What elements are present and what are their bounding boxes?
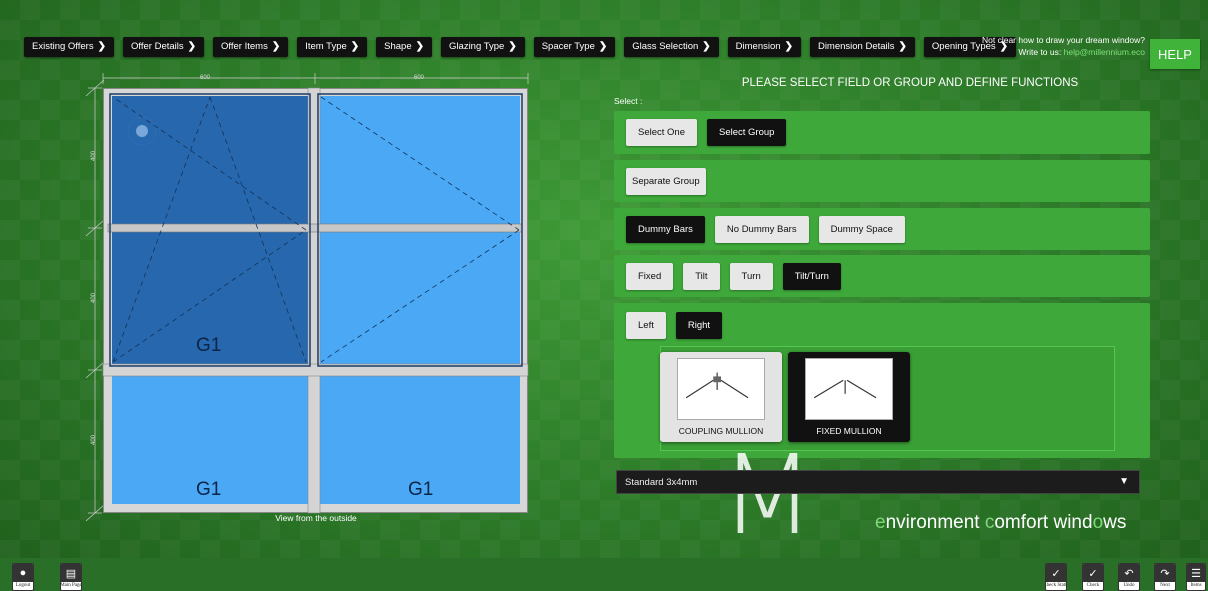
items-button[interactable]: ☰ Items xyxy=(1186,563,1206,591)
glass-label-bottom-right: G1 xyxy=(408,479,434,500)
nav-opening-types[interactable]: Opening Types ❯ xyxy=(923,37,1017,57)
select-group-button[interactable]: Select Group xyxy=(707,119,787,146)
select-one-button[interactable]: Select One xyxy=(626,119,697,146)
chevron-right-icon: ❯ xyxy=(271,41,281,52)
brand-watermark: M xyxy=(720,431,855,559)
nav-shape[interactable]: Shape ❯ xyxy=(376,37,433,57)
nav-dimension[interactable]: Dimension ❯ xyxy=(727,37,801,57)
wizard-nav: Existing Offers ❯ Offer Details ❯ Offer It… xyxy=(24,37,1017,57)
opening-type-row: Fixed Tilt Turn Tilt/Turn xyxy=(614,255,1150,297)
nav-spacer-type[interactable]: Spacer Type ❯ xyxy=(533,37,616,57)
coupling-mullion-image xyxy=(677,358,765,420)
tilt-turn-button[interactable]: Tilt/Turn xyxy=(782,262,841,290)
panel-title: PLEASE SELECT FIELD OR GROUP AND DEFINE … xyxy=(741,77,1079,89)
fixed-mullion-image xyxy=(805,358,893,420)
nav-offer-items[interactable]: Offer Items ❯ xyxy=(213,37,289,57)
undo-icon: ↶ xyxy=(1119,564,1139,582)
chevron-right-icon: ❯ xyxy=(898,41,907,52)
nav-dimension-details[interactable]: Dimension Details ❯ xyxy=(809,37,915,57)
left-button[interactable]: Left xyxy=(626,311,666,339)
fixed-button[interactable]: Fixed xyxy=(626,262,674,290)
nav-item-type[interactable]: Item Type ❯ xyxy=(297,37,368,57)
separate-group-button[interactable]: Separate Group xyxy=(626,167,706,195)
check-button[interactable]: ✓ Check xyxy=(1082,563,1104,591)
coupling-mullion-label: COUPLING MULLION xyxy=(678,426,764,436)
pane-bottom-right[interactable] xyxy=(320,376,520,504)
chevron-right-icon: ❯ xyxy=(508,41,517,52)
select-label: Select : xyxy=(614,96,643,106)
chevron-right-icon: ❯ xyxy=(784,41,793,52)
bottom-toolbar xyxy=(0,558,1208,591)
logout-button[interactable]: ● Logout xyxy=(12,563,34,591)
help-button[interactable]: HELP xyxy=(1150,39,1200,69)
glass-type-select-value: Standard 3x4mm xyxy=(625,476,698,488)
chevron-down-icon: ▼ xyxy=(1119,476,1129,487)
group-row: Separate Group xyxy=(614,160,1150,202)
selection-mode-row: Select One Select Group xyxy=(614,111,1150,154)
chevron-right-icon: ❯ xyxy=(187,41,197,52)
undo-button[interactable]: ↶ Undo xyxy=(1118,563,1140,591)
nav-glass-selection[interactable]: Glass Selection ❯ xyxy=(624,37,719,57)
tilt-button[interactable]: Tilt xyxy=(683,262,720,290)
chevron-right-icon: ❯ xyxy=(415,41,425,52)
dimension-top-right: 600 xyxy=(414,75,425,81)
next-button[interactable]: ↷ Next xyxy=(1154,563,1176,591)
check-icon: ✓ xyxy=(1083,564,1103,582)
help-email-link[interactable]: help@millennium.eco xyxy=(1063,47,1145,57)
nav-glazing-type[interactable]: Glazing Type ❯ xyxy=(441,37,525,57)
redo-icon: ↷ xyxy=(1155,564,1175,582)
page-icon: ▤ xyxy=(61,564,81,582)
turn-button[interactable]: Turn xyxy=(729,262,773,290)
view-caption: View from the outside xyxy=(275,513,357,523)
fixed-mullion-card[interactable]: FIXED MULLION xyxy=(788,352,910,442)
coupling-mullion-card[interactable]: COUPLING MULLION xyxy=(660,352,782,442)
pane-bottom-left[interactable] xyxy=(112,376,308,504)
dimension-top-left: 600 xyxy=(200,75,211,81)
fixed-mullion-label: FIXED MULLION xyxy=(816,426,882,436)
dummy-bars-button[interactable]: Dummy Bars xyxy=(626,215,705,243)
glass-label-top-left: G1 xyxy=(196,335,222,356)
check-static-button[interactable]: ✓ Check Static xyxy=(1045,563,1067,591)
help-text: Not clear how to draw your dream window?… xyxy=(982,35,1145,57)
chevron-right-icon: ❯ xyxy=(350,41,360,52)
chevron-right-icon: ❯ xyxy=(702,41,711,52)
no-dummy-bars-button[interactable]: No Dummy Bars xyxy=(714,215,809,243)
user-icon: ● xyxy=(13,564,33,582)
chevron-right-icon: ❯ xyxy=(598,41,608,52)
check-save-icon: ✓ xyxy=(1046,564,1066,582)
dummy-bars-row: Dummy Bars No Dummy Bars Dummy Space xyxy=(614,208,1150,250)
nav-existing-offers[interactable]: Existing Offers ❯ xyxy=(24,37,114,57)
main-page-button[interactable]: ▤ Main Page xyxy=(60,563,82,591)
glass-label-bottom-left: G1 xyxy=(196,479,222,500)
list-icon: ☰ xyxy=(1187,564,1205,582)
brand-tagline: environment comfort windows xyxy=(875,512,1127,533)
glass-type-select[interactable]: Standard 3x4mm ▼ xyxy=(616,470,1140,494)
right-button[interactable]: Right xyxy=(675,311,723,339)
direction-buttons: Left Right xyxy=(614,310,1150,340)
chevron-right-icon: ❯ xyxy=(97,41,106,52)
nav-offer-details[interactable]: Offer Details ❯ xyxy=(123,37,205,57)
chevron-right-icon: ❯ xyxy=(999,41,1009,52)
dummy-space-button[interactable]: Dummy Space xyxy=(818,215,905,243)
